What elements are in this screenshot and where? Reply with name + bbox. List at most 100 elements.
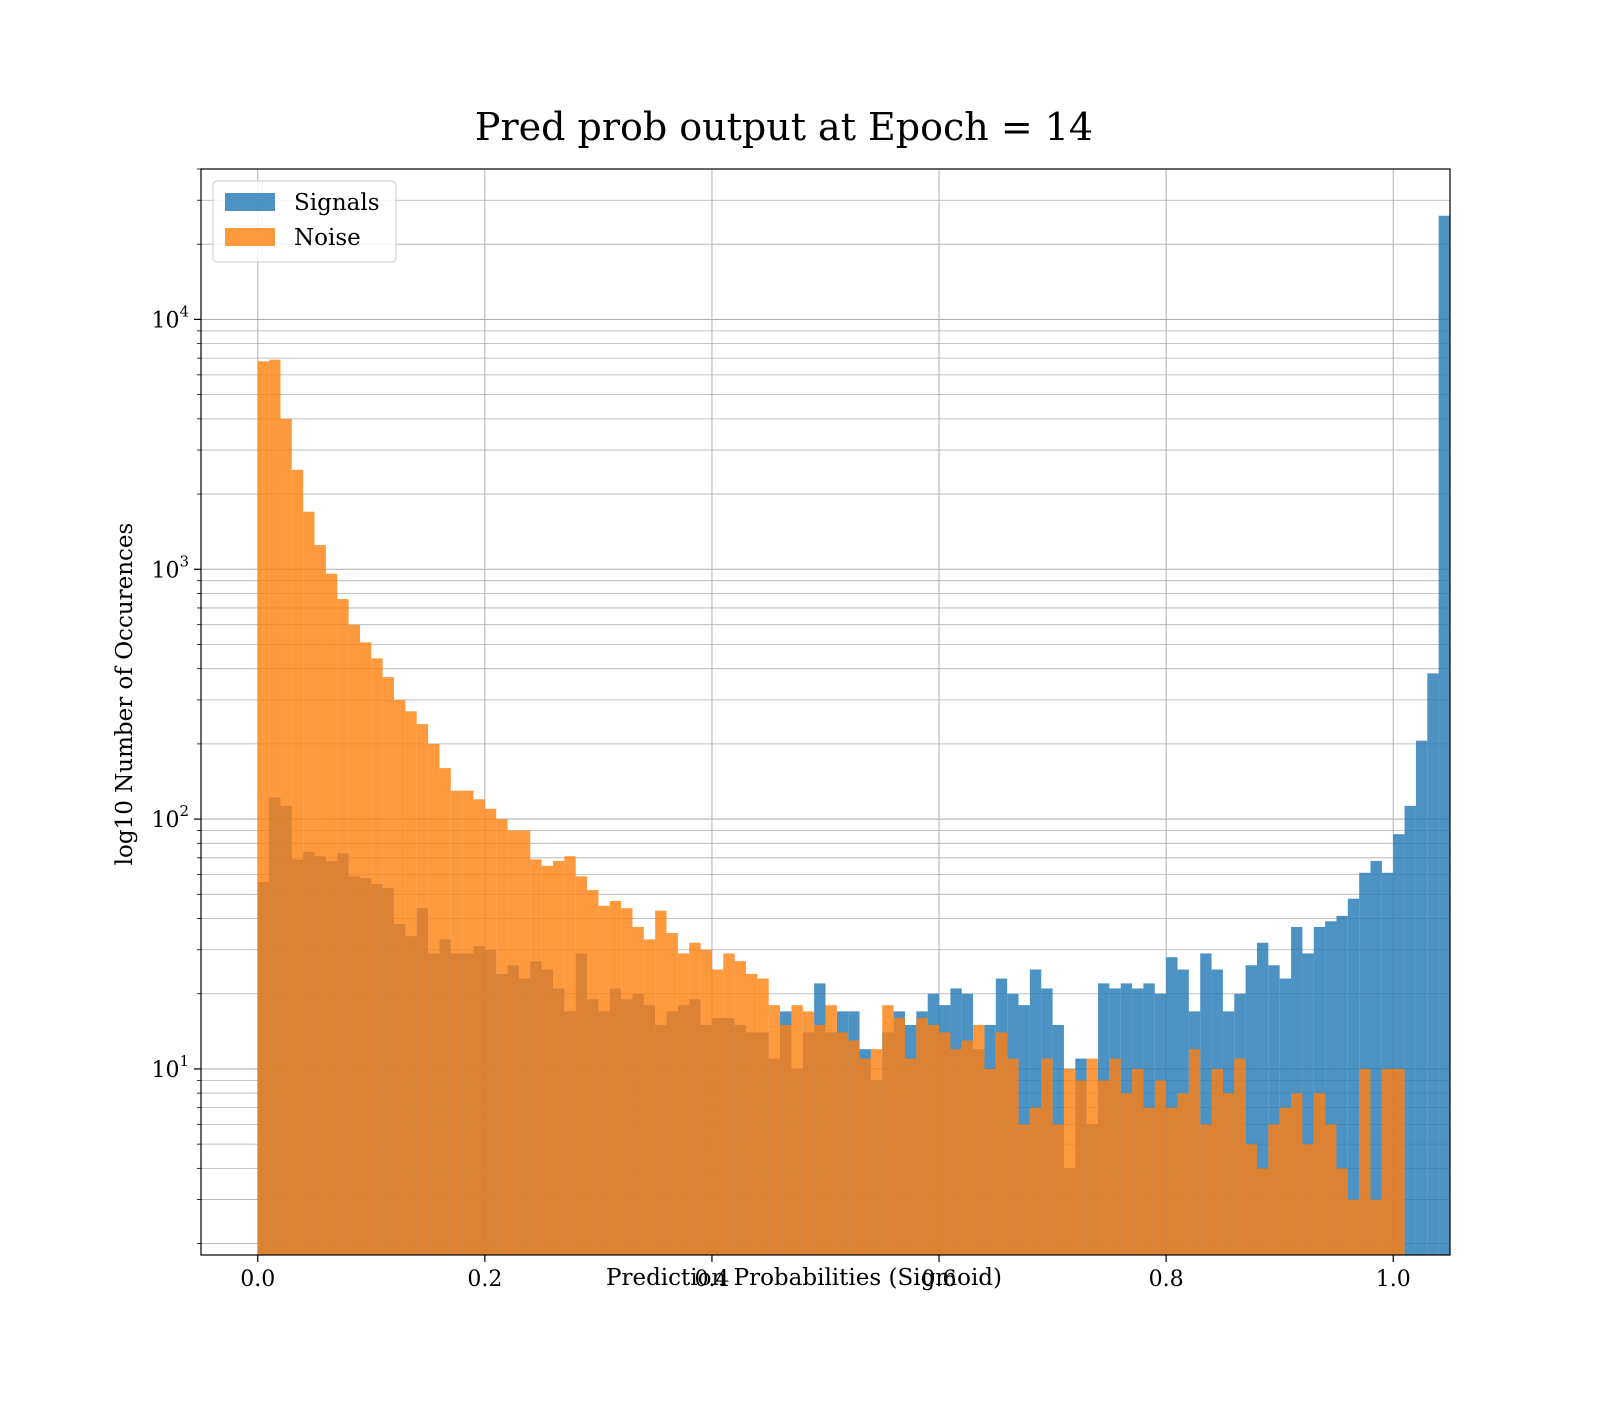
histogram-bars: [257, 215, 1450, 1256]
noise-bar: [484, 808, 497, 1255]
noise-bar: [950, 1049, 962, 1255]
y-tick-label: 104: [151, 302, 189, 333]
noise-bar: [984, 1068, 996, 1255]
noise-bar: [609, 901, 622, 1255]
noise-bar: [1109, 1058, 1121, 1255]
signals-bar: [1347, 898, 1360, 1255]
noise-bar: [882, 1005, 894, 1255]
noise-bar: [587, 890, 599, 1255]
signals-bar: [1438, 215, 1450, 1255]
x-tick-label: 0.0: [240, 1267, 275, 1292]
x-tick-label: 0.4: [694, 1267, 729, 1292]
x-tick-label: 0.6: [922, 1267, 957, 1292]
noise-bar: [1007, 1058, 1019, 1255]
noise-bar: [1086, 1058, 1099, 1255]
noise-bar: [1336, 1168, 1348, 1255]
x-tick-label: 0.2: [467, 1267, 502, 1292]
noise-bar: [973, 1024, 985, 1255]
noise-bar: [939, 1032, 951, 1255]
signals-bar: [1427, 673, 1439, 1255]
noise-bar: [1188, 1049, 1201, 1255]
noise-bar: [1245, 1144, 1257, 1255]
signals-bar: [1336, 915, 1348, 1255]
noise-bar: [1313, 1093, 1326, 1255]
legend: Signals Noise: [212, 180, 397, 263]
noise-bar: [870, 1049, 883, 1255]
noise-bar: [746, 973, 758, 1255]
noise-bar: [1177, 1093, 1189, 1255]
noise-bar: [405, 711, 417, 1255]
noise-bar: [1393, 1068, 1405, 1255]
noise-bar: [689, 942, 701, 1255]
noise-bar: [359, 642, 372, 1255]
noise-bar: [291, 469, 304, 1256]
noise-bar: [1041, 1058, 1053, 1255]
noise-bar: [1052, 1124, 1064, 1255]
noise-bar: [428, 743, 440, 1255]
noise-bar: [337, 599, 349, 1255]
noise-bar: [1381, 1068, 1394, 1255]
noise-bar: [1120, 1093, 1133, 1255]
noise-bar: [530, 859, 542, 1255]
signals-bar: [1245, 965, 1257, 1255]
noise-bar: [700, 949, 712, 1255]
noise-bar: [564, 856, 576, 1255]
noise-bar: [348, 624, 360, 1255]
noise-bar: [541, 865, 553, 1255]
noise-bar: [859, 1058, 871, 1255]
noise-bar: [1200, 1124, 1212, 1255]
x-tick-label: 0.8: [1149, 1267, 1184, 1292]
noise-bar: [1075, 1080, 1087, 1255]
noise-bar: [621, 908, 633, 1255]
noise-bar: [802, 1011, 815, 1255]
noise-bar: [814, 1024, 826, 1255]
signals-bar: [1325, 921, 1337, 1255]
noise-bar: [927, 1024, 940, 1255]
y-tick-label: 101: [151, 1052, 189, 1083]
noise-bar: [280, 418, 292, 1255]
noise-bar: [1154, 1080, 1167, 1255]
noise-bar: [1029, 1107, 1042, 1255]
signals-bar: [1200, 953, 1212, 1255]
chart-title: Pred prob output at Epoch = 14: [475, 105, 1093, 149]
signals-bar: [1291, 926, 1303, 1255]
noise-bar: [598, 905, 610, 1255]
noise-bar: [791, 1005, 803, 1255]
y-tick-label: 103: [151, 552, 189, 583]
noise-bar: [507, 830, 519, 1255]
noise-bar: [462, 790, 474, 1255]
noise-bar: [1211, 1068, 1223, 1255]
noise-bar: [1234, 1058, 1246, 1255]
noise-bar: [1347, 1199, 1360, 1255]
x-axis-label: Prediction Probabilities (Sigmoid): [606, 1265, 1002, 1291]
x-tick-label: 1.0: [1376, 1267, 1411, 1292]
noise-bar: [961, 1040, 974, 1255]
noise-bar: [825, 1005, 837, 1255]
noise-bar: [632, 926, 644, 1255]
signals-bar: [1370, 860, 1382, 1255]
noise-bar: [1222, 1093, 1235, 1255]
noise-bar: [768, 1005, 781, 1255]
noise-bar: [711, 969, 724, 1255]
signals-bar: [1302, 953, 1314, 1255]
legend-swatch-noise: [225, 228, 275, 246]
noise-bar: [666, 933, 678, 1255]
noise-bar: [473, 799, 485, 1255]
noise-bar: [1291, 1093, 1303, 1255]
noise-bar: [394, 699, 406, 1255]
noise-bar: [257, 361, 270, 1255]
noise-bar: [780, 1024, 792, 1255]
signals-bar: [1393, 834, 1405, 1255]
signals-bar: [1381, 872, 1394, 1255]
noise-bar: [1268, 1124, 1280, 1255]
noise-bar: [848, 1040, 860, 1255]
noise-bar: [995, 1032, 1008, 1255]
signals-bar: [1415, 740, 1428, 1255]
noise-bar: [325, 573, 338, 1255]
noise-bar: [518, 830, 531, 1255]
noise-bar: [893, 1017, 905, 1255]
noise-bar: [496, 819, 508, 1255]
signals-bar: [1268, 965, 1280, 1255]
noise-bar: [904, 1058, 917, 1255]
